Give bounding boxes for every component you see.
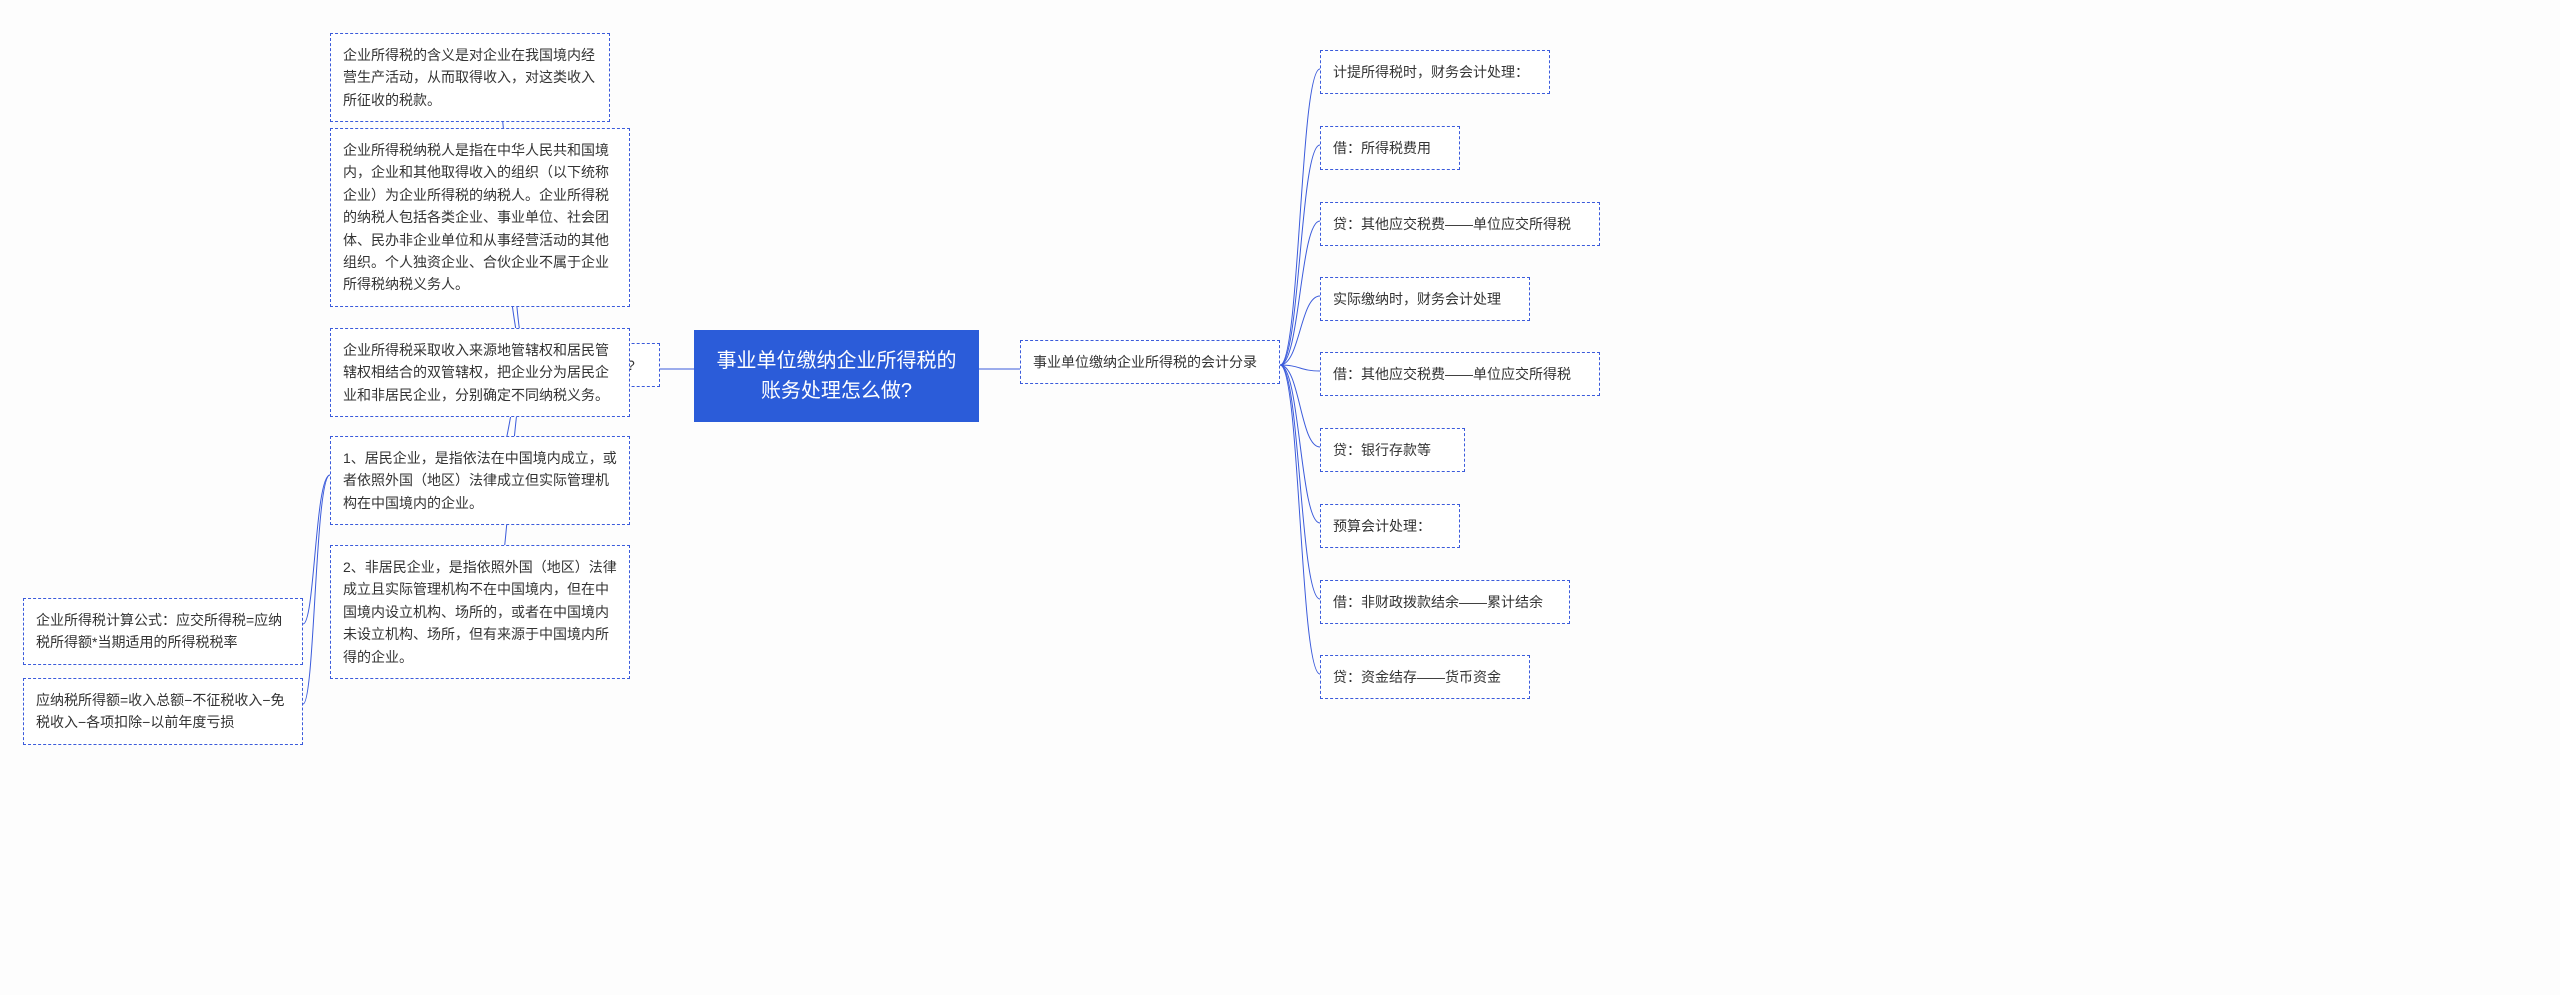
right-child-2: 贷：其他应交税费——单位应交所得税 (1320, 202, 1600, 246)
right-child-0: 计提所得税时，财务会计处理： (1320, 50, 1550, 94)
left-child-0: 企业所得税的含义是对企业在我国境内经营生产活动，从而取得收入，对这类收入所征收的… (330, 33, 610, 122)
left-child-4: 2、非居民企业，是指依照外国（地区）法律成立且实际管理机构不在中国境内，但在中国… (330, 545, 630, 679)
right-child-4: 借：其他应交税费——单位应交所得税 (1320, 352, 1600, 396)
left-grandchild-1: 应纳税所得额=收入总额−不征税收入−免税收入−各项扣除−以前年度亏损 (23, 678, 303, 745)
left-grandchild-0: 企业所得税计算公式：应交所得税=应纳税所得额*当期适用的所得税税率 (23, 598, 303, 665)
right-child-3: 实际缴纳时，财务会计处理 (1320, 277, 1530, 321)
right-branch-label: 事业单位缴纳企业所得税的会计分录 (1020, 340, 1280, 384)
center-topic: 事业单位缴纳企业所得税的账务处理怎么做? (694, 330, 979, 422)
right-child-8: 贷：资金结存——货币资金 (1320, 655, 1530, 699)
right-child-5: 贷：银行存款等 (1320, 428, 1465, 472)
right-child-6: 预算会计处理： (1320, 504, 1460, 548)
left-child-1: 企业所得税纳税人是指在中华人民共和国境内，企业和其他取得收入的组织（以下统称企业… (330, 128, 630, 307)
left-child-3: 1、居民企业，是指依法在中国境内成立，或者依照外国（地区）法律成立但实际管理机构… (330, 436, 630, 525)
right-child-7: 借：非财政拨款结余——累计结余 (1320, 580, 1570, 624)
left-child-2: 企业所得税采取收入来源地管辖权和居民管辖权相结合的双管辖权，把企业分为居民企业和… (330, 328, 630, 417)
right-child-1: 借：所得税费用 (1320, 126, 1460, 170)
